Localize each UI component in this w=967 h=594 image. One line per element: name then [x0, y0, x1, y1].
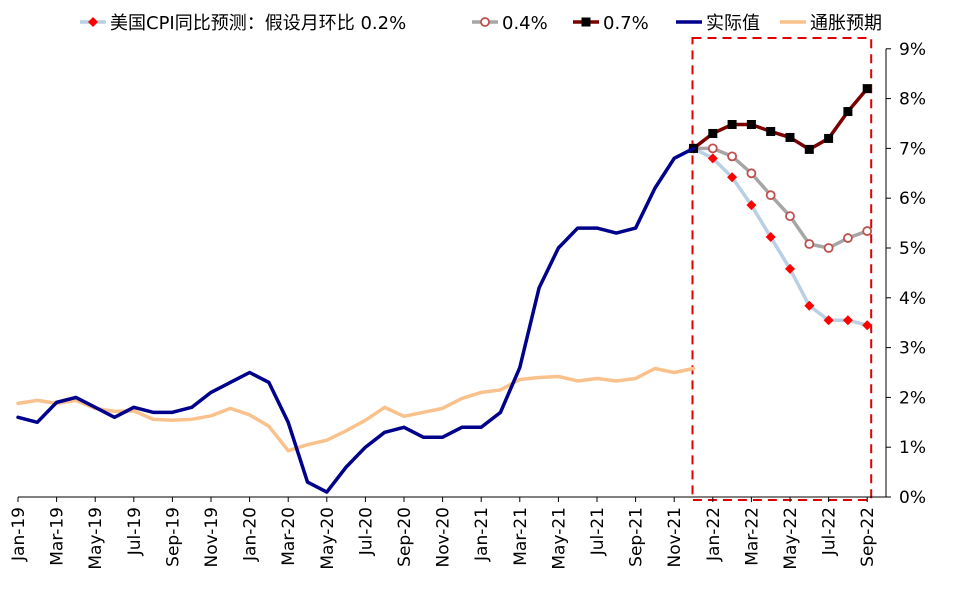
series-3 [16, 146, 696, 494]
x-tick-label: Jul-22 [820, 507, 840, 556]
x-tick-label: Mar-21 [511, 507, 531, 566]
y-tick-label: 2% [899, 388, 926, 408]
y-tick-label: 6% [899, 189, 926, 209]
series-line [16, 146, 696, 494]
series-line [691, 146, 869, 250]
series-point [785, 263, 795, 274]
x-tick-label: Nov-21 [665, 507, 685, 568]
x-tick-label: Jul-19 [125, 507, 145, 556]
x-tick-label: Sep-19 [163, 507, 183, 567]
series-1 [688, 143, 873, 253]
legend-item-1: 0.4% [472, 13, 548, 34]
legend-item-4: 通胀预期 [780, 13, 882, 34]
forecast-box [691, 37, 873, 501]
series-point [842, 315, 853, 326]
series-point [824, 133, 834, 143]
y-tick-label: 3% [899, 339, 926, 359]
series-point [804, 300, 815, 311]
series-2 [689, 84, 872, 154]
series-point [707, 153, 718, 164]
x-tick-label: Jan-20 [241, 507, 261, 562]
series-point [862, 320, 873, 331]
series-point [804, 144, 814, 154]
series-point [708, 128, 718, 138]
series-point [727, 172, 738, 183]
x-tick-label: Nov-19 [202, 507, 222, 568]
series-line [691, 86, 869, 152]
series-point [862, 84, 872, 94]
series-line [16, 366, 696, 453]
y-tick-label: 0% [899, 488, 926, 508]
series-point [766, 126, 776, 136]
y-tick-label: 8% [899, 90, 926, 110]
forecast-box-layer [691, 37, 873, 501]
axes-layer: 0% 1% 2% 3% 4% 5% 6% 7% 8% 9% Jan-19 Mar-19 May-19 Ju… [9, 40, 926, 570]
legend-item-2: 0.7% [573, 13, 649, 34]
y-tick-label: 9% [899, 40, 926, 60]
legend-label: 通胀预期 [810, 13, 882, 34]
series-point [746, 200, 757, 211]
x-tick-label: Jul-20 [356, 507, 376, 556]
x-tick-label: Jul-21 [588, 507, 608, 556]
series-layer [16, 84, 873, 494]
series-point [785, 132, 795, 142]
x-tick-label: Mar-20 [279, 507, 299, 566]
x-tick-label: Sep-20 [395, 507, 415, 567]
series-point [823, 315, 834, 326]
x-tick-label: Sep-21 [627, 507, 647, 567]
series-point [823, 243, 834, 253]
series-point [843, 233, 853, 243]
x-tick-label: Nov-20 [434, 507, 454, 568]
x-tick-label: Mar-22 [742, 507, 762, 566]
x-tick-label: Jan-21 [472, 507, 492, 562]
x-tick-label: May-19 [86, 507, 106, 570]
legend-label: 美国CPI同比预测：假设月环比 0.2% [110, 13, 406, 34]
y-tick-label: 4% [899, 289, 926, 309]
legend: 美国CPI同比预测：假设月环比 0.2% 0.4% 0.7% 实际值 通胀预期 [80, 13, 882, 34]
series-point [746, 168, 757, 179]
legend-label: 0.7% [603, 13, 649, 34]
series-point [707, 143, 718, 154]
series-point [727, 119, 737, 129]
x-tick-label: May-22 [781, 507, 801, 570]
series-point [804, 239, 815, 249]
series-point [785, 211, 795, 222]
legend-swatch-marker [88, 17, 98, 27]
x-tick-label: May-21 [549, 507, 569, 570]
legend-label: 实际值 [706, 13, 760, 34]
y-tick-label: 5% [899, 239, 926, 259]
x-tick-label: Jan-19 [9, 507, 29, 562]
x-tick-label: May-20 [318, 507, 338, 570]
legend-item-0: 美国CPI同比预测：假设月环比 0.2% [80, 13, 406, 34]
series-point [765, 232, 776, 243]
series-line [691, 146, 869, 327]
series-point [843, 107, 853, 117]
x-tick-label: Jan-22 [704, 507, 724, 562]
legend-item-3: 实际值 [676, 13, 760, 34]
legend-swatch-marker [581, 17, 591, 27]
series-4 [16, 366, 696, 453]
legend-label: 0.4% [502, 13, 548, 34]
y-tick-label: 7% [899, 139, 926, 159]
y-tick-label: 1% [899, 438, 926, 458]
legend-swatch-marker [480, 17, 490, 27]
series-point [862, 226, 873, 236]
x-tick-label: Mar-19 [48, 507, 68, 566]
x-tick-label: Sep-22 [858, 507, 878, 567]
series-point [746, 119, 756, 129]
series-point [765, 190, 776, 201]
series-point [727, 151, 737, 162]
